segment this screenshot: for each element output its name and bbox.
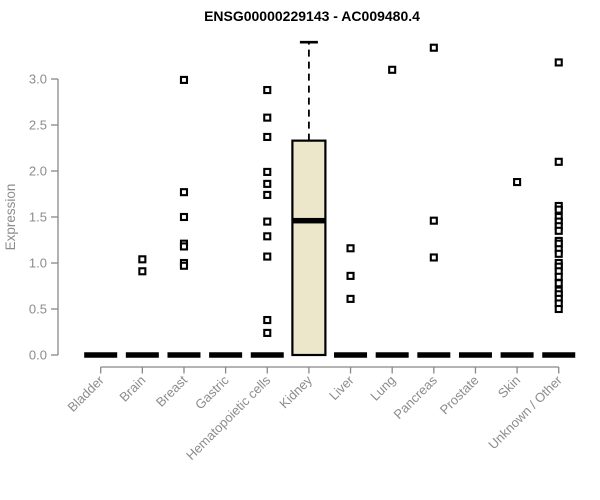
y-tick-label: 0.0 — [29, 348, 47, 363]
y-axis-label: Expression — [3, 184, 18, 251]
x-tick-label: Skin — [495, 373, 523, 401]
data-point — [346, 271, 355, 280]
zero-dash — [167, 352, 201, 358]
zero-dash — [417, 352, 451, 358]
data-point — [263, 85, 272, 95]
data-point — [263, 232, 272, 241]
data-point — [554, 279, 563, 288]
data-point — [429, 253, 438, 262]
data-point — [179, 188, 189, 197]
data-point — [263, 328, 272, 337]
data-point — [263, 167, 272, 176]
data-point — [429, 43, 438, 52]
data-point — [513, 177, 522, 187]
data-point — [346, 294, 355, 303]
y-tick-label: 3.0 — [29, 72, 47, 87]
y-tick-label: 0.5 — [29, 302, 47, 317]
y-tick-label: 2.0 — [29, 164, 47, 179]
data-point — [554, 157, 563, 166]
data-point — [263, 252, 272, 261]
box-kidney — [291, 139, 327, 357]
x-tick-label: Gastric — [192, 372, 232, 412]
x-tick-label: Kidney — [276, 372, 315, 411]
zero-dash — [458, 352, 492, 358]
x-tick-label: Brain — [116, 373, 148, 405]
zero-dash — [542, 352, 576, 358]
y-tick-label: 1.0 — [29, 256, 47, 271]
data-point — [263, 190, 272, 199]
x-tick-label: Bladder — [65, 372, 108, 415]
data-point — [263, 315, 272, 325]
zero-dash — [334, 352, 368, 358]
data-point — [554, 58, 563, 67]
x-tick-label: Liver — [326, 372, 357, 403]
data-point — [179, 212, 189, 222]
data-point — [554, 304, 563, 314]
zero-dash — [250, 352, 284, 358]
zero-dash — [125, 352, 159, 358]
data-point — [554, 226, 563, 235]
y-tick-label: 2.5 — [29, 118, 47, 133]
data-point — [388, 65, 397, 74]
data-point — [263, 179, 272, 188]
data-point — [554, 249, 563, 258]
data-point — [554, 205, 563, 214]
plot-title: ENSG00000229143 - AC009480.4 — [204, 8, 420, 24]
data-point — [346, 244, 355, 253]
data-point — [179, 75, 189, 84]
zero-dash — [500, 352, 534, 358]
x-tick-label: Unknown / Other — [485, 372, 565, 452]
data-point — [263, 132, 272, 142]
median-line — [292, 217, 326, 224]
data-point — [138, 267, 147, 276]
data-point — [429, 216, 438, 225]
data-point — [263, 113, 272, 122]
data-point — [179, 242, 189, 251]
x-tick-label: Prostate — [437, 373, 482, 418]
x-tick-label: Breast — [153, 372, 190, 409]
zero-dash — [84, 352, 118, 358]
x-tick-label: Lung — [367, 373, 398, 404]
x-tick-label: Pancreas — [390, 372, 440, 422]
data-point — [263, 217, 272, 226]
zero-dash — [375, 352, 409, 358]
y-tick-label: 1.5 — [29, 210, 47, 225]
data-point — [138, 255, 147, 264]
data-point — [554, 272, 563, 281]
zero-dash — [209, 352, 243, 358]
data-point — [179, 261, 189, 270]
